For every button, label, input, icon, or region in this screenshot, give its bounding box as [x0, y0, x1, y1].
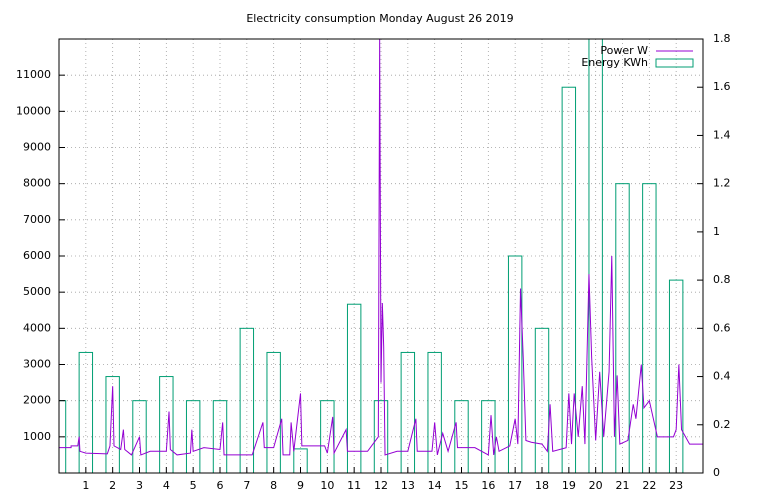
x-tick-label: 16 [481, 479, 495, 492]
y-tick-label: 9000 [23, 141, 51, 154]
x-tick-label: 12 [374, 479, 388, 492]
plot-area [59, 39, 703, 473]
energy-box [266, 351, 281, 473]
y-tick-label: 5000 [23, 285, 51, 298]
x-tick-label: 19 [562, 479, 576, 492]
x-tick-label: 17 [508, 479, 522, 492]
x-tick-label: 6 [217, 479, 224, 492]
y2-tick-label: 1 [713, 225, 720, 238]
legend-label: Power W [600, 44, 648, 57]
x-tick-label: 9 [297, 479, 304, 492]
energy-box [668, 279, 684, 473]
legend-label: Energy KWh [581, 56, 648, 69]
x-tick-label: 10 [320, 479, 334, 492]
legend-swatch [655, 58, 694, 68]
y-tick-label: 10000 [16, 104, 51, 117]
energy-box [78, 351, 94, 473]
x-tick-label: 3 [136, 479, 143, 492]
energy-box [400, 351, 416, 473]
x-tick-label: 2 [109, 479, 116, 492]
energy-box [507, 255, 523, 473]
y-tick-label: 4000 [23, 321, 51, 334]
x-tick-label: 1 [82, 479, 89, 492]
y2-tick-label: 0.2 [713, 418, 731, 431]
y-tick-label: 6000 [23, 249, 51, 262]
x-tick-label: 4 [163, 479, 170, 492]
y-tick-label: 11000 [16, 68, 51, 81]
x-tick-label: 5 [190, 479, 197, 492]
energy-box [239, 327, 255, 473]
y-tick-label: 3000 [23, 358, 51, 371]
energy-box [346, 303, 362, 473]
axes: 1 2 3 4 5 6 7 8 9 10 11 12 13 14 15 16 17 18 19 20 21 22 23100… [16, 32, 731, 492]
x-tick-label: 14 [428, 479, 442, 492]
y-tick-label: 2000 [23, 394, 51, 407]
y2-tick-label: 1.2 [713, 177, 731, 190]
x-tick-label: 15 [455, 479, 469, 492]
y2-tick-label: 1.8 [713, 32, 731, 45]
x-tick-label: 18 [535, 479, 549, 492]
energy-box [534, 327, 550, 473]
x-tick-label: 21 [616, 479, 630, 492]
x-tick-label: 11 [347, 479, 361, 492]
x-tick-label: 8 [270, 479, 277, 492]
y-tick-label: 8000 [23, 177, 51, 190]
x-tick-label: 13 [401, 479, 415, 492]
x-tick-label: 23 [669, 479, 683, 492]
energy-box [588, 39, 603, 473]
energy-box [427, 351, 442, 473]
y2-tick-label: 1.4 [713, 128, 731, 141]
y2-tick-label: 1.6 [713, 80, 731, 93]
x-tick-label: 7 [243, 479, 250, 492]
energy-box [642, 183, 657, 473]
chart-title: Electricity consumption Monday August 26… [246, 12, 513, 25]
x-tick-label: 20 [589, 479, 603, 492]
power-line [59, 39, 703, 456]
y2-tick-label: 0.4 [713, 370, 731, 383]
y2-tick-label: 0.8 [713, 273, 731, 286]
y2-tick-label: 0 [713, 466, 720, 479]
x-tick-label: 22 [642, 479, 656, 492]
energy-box [615, 183, 630, 473]
y-tick-label: 7000 [23, 213, 51, 226]
y-tick-label: 1000 [23, 430, 51, 443]
y2-tick-label: 0.6 [713, 321, 731, 334]
